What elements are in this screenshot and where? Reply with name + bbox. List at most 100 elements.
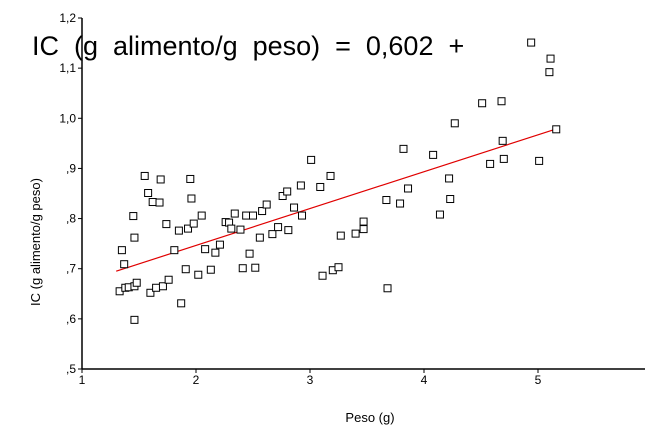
data-point [245,249,254,258]
data-point [351,229,360,238]
data-point [450,119,459,128]
y-tick-label: ,6 [66,312,76,326]
x-tick-label: 3 [307,373,314,387]
data-point [230,209,239,218]
data-point [334,263,343,272]
data-point [274,223,283,232]
data-point [429,150,438,159]
y-tick-label: ,7 [66,262,76,276]
data-point [130,233,139,242]
data-point [206,265,215,274]
y-axis-label: IC (g alimento/g peso) [28,178,43,306]
data-point [120,260,129,269]
data-point [211,248,220,257]
data-point [284,226,293,235]
data-point [404,184,413,193]
data-point [186,174,195,183]
data-point [170,246,179,255]
regression-equation: IC (g alimento/g peso) = 0,602 + [32,31,464,61]
data-point [336,231,345,240]
data-point [146,288,155,297]
data-point [446,195,455,204]
data-point [486,159,495,168]
data-point [249,211,257,220]
regression-line [116,128,556,272]
x-axis-label: Peso (g) [345,410,394,425]
data-point [527,38,536,47]
data-point [283,187,292,196]
y-tick-label: 1,1 [59,61,76,75]
y-ticks: ,5 ,6 ,7 ,8 ,9 1,0 1,1 1,2 [59,11,82,376]
data-point [546,54,555,63]
data-point [156,175,165,184]
y-tick-label: ,5 [66,362,76,376]
y-tick-label: 1,2 [59,11,76,25]
data-point [316,182,325,191]
data-point [227,224,236,233]
data-point [445,174,454,183]
data-point [499,154,508,163]
data-point [359,217,368,226]
data-point [177,299,186,308]
data-point [152,283,161,292]
data-point [158,282,167,291]
data-point [251,263,260,272]
data-point [478,99,487,108]
data-point [197,211,206,220]
x-tick-label: 4 [421,373,428,387]
data-point [148,198,157,207]
data-point [435,210,444,219]
data-point [535,156,544,165]
data-point [117,246,126,255]
data-point [307,155,316,164]
data-point [497,97,506,106]
x-tick-label: 2 [193,373,200,387]
data-point [238,264,247,273]
data-point [132,278,141,287]
data-point [278,192,287,201]
data-point [382,196,391,205]
data-point [155,198,164,207]
data-point [140,171,149,180]
data-point [498,136,507,145]
x-ticks: 1 2 3 4 5 [79,369,542,387]
data-point [262,200,271,209]
data-point [181,265,190,274]
data-point [144,188,153,197]
data-point [184,224,193,233]
data-point [162,220,171,229]
data-point [194,270,203,279]
data-point [258,207,267,216]
data-point [318,271,327,280]
data-point [545,68,554,77]
data-point [174,226,183,235]
data-point [326,171,335,180]
regression-line-group [116,128,556,272]
data-points [115,38,561,324]
data-point [290,203,299,212]
data-point [552,125,561,134]
data-point [215,240,224,249]
x-tick-label: 5 [535,373,542,387]
y-tick-label: 1,0 [59,111,76,125]
data-point [189,219,198,228]
data-point [359,225,368,234]
data-point [129,212,138,221]
data-point [130,315,139,324]
y-tick-label: ,9 [66,161,76,175]
data-point [383,284,392,293]
data-point [399,144,408,153]
data-point [298,211,307,220]
axes [81,18,645,370]
y-tick-label: ,8 [66,212,76,226]
data-point [255,233,264,242]
data-point [201,245,210,254]
data-point [296,181,305,190]
data-point [236,225,245,234]
data-point [268,230,277,239]
data-point [187,194,196,203]
data-point [242,211,251,220]
data-point [164,275,173,284]
